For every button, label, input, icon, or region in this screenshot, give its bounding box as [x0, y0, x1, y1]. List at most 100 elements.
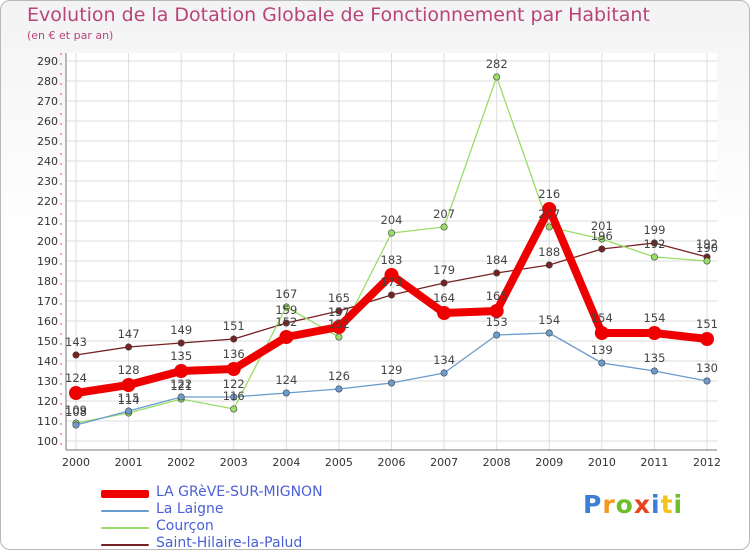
data-point — [489, 304, 504, 318]
y-tick-label: 120 — [37, 395, 58, 408]
y-tick-label: 130 — [37, 375, 58, 388]
data-label: 116 — [223, 389, 245, 403]
y-tick-label: 100 — [37, 435, 58, 448]
legend-label-courcon: Courçon — [156, 518, 214, 534]
data-point — [331, 320, 346, 334]
data-label: 124 — [65, 371, 87, 385]
data-label: 135 — [170, 349, 192, 363]
y-tick-label: 230 — [37, 175, 58, 188]
data-point — [703, 257, 711, 265]
data-point — [440, 369, 448, 377]
data-point — [437, 306, 452, 320]
data-point — [387, 379, 395, 387]
x-tick-label: 2007 — [430, 456, 458, 469]
data-label: 136 — [223, 347, 245, 361]
data-label: 199 — [643, 223, 665, 237]
y-tick-label: 110 — [37, 415, 58, 428]
data-label: 184 — [486, 253, 508, 267]
data-point — [72, 421, 80, 429]
y-tick-label: 140 — [37, 355, 58, 368]
data-label: 154 — [591, 311, 613, 325]
data-label: 153 — [486, 315, 508, 329]
x-tick-label: 2000 — [62, 456, 90, 469]
data-label: 190 — [696, 241, 718, 255]
x-tick-label: 2002 — [167, 456, 195, 469]
data-point — [545, 223, 553, 231]
data-point — [545, 261, 553, 269]
data-label: 167 — [275, 287, 297, 301]
data-label: 165 — [486, 289, 508, 303]
data-point — [647, 326, 662, 340]
data-point — [177, 339, 185, 347]
legend-label-saint-hilaire: Saint-Hilaire-la-Palud — [156, 535, 303, 550]
y-tick-label: 170 — [37, 295, 58, 308]
logo-letter: t — [660, 490, 674, 519]
y-tick-label: 240 — [37, 155, 58, 168]
x-tick-label: 2006 — [378, 456, 406, 469]
y-tick-label: 280 — [37, 75, 58, 88]
data-point — [440, 223, 448, 231]
x-tick-label: 2012 — [693, 456, 721, 469]
data-label: 164 — [433, 291, 455, 305]
logo-letter: i — [651, 490, 661, 519]
proxiti-logo: Proxiti — [583, 490, 683, 519]
data-point — [121, 378, 136, 392]
data-point — [125, 343, 133, 351]
data-label: 152 — [275, 315, 297, 329]
y-tick-label: 180 — [37, 275, 58, 288]
x-tick-label: 2001 — [115, 456, 143, 469]
data-point — [279, 330, 294, 344]
data-label: 147 — [118, 327, 140, 341]
data-label: 109 — [65, 403, 87, 417]
data-label: 204 — [381, 213, 403, 227]
data-label: 192 — [643, 237, 665, 251]
data-label: 129 — [381, 363, 403, 377]
data-point — [387, 291, 395, 299]
logo-letter: i — [673, 490, 684, 519]
data-point — [542, 202, 557, 216]
x-tick-label: 2010 — [588, 456, 616, 469]
data-point — [335, 385, 343, 393]
x-tick-label: 2005 — [325, 456, 353, 469]
y-tick-label: 220 — [37, 195, 58, 208]
data-label: 124 — [275, 373, 297, 387]
data-point — [650, 367, 658, 375]
y-tick-label: 250 — [37, 135, 58, 148]
data-label: 216 — [538, 187, 560, 201]
data-point — [335, 333, 343, 341]
series-1 — [72, 329, 711, 429]
data-label: 151 — [223, 319, 245, 333]
data-point — [650, 253, 658, 261]
data-label: 149 — [170, 323, 192, 337]
data-point — [493, 269, 501, 277]
y-tick-label: 160 — [37, 315, 58, 328]
data-label: 282 — [486, 57, 508, 71]
data-label: 151 — [696, 317, 718, 331]
logo-letter: x — [633, 490, 651, 519]
chart-title: Evolution de la Dotation Globale de Fonc… — [27, 4, 650, 26]
y-tick-label: 210 — [37, 215, 58, 228]
data-point — [226, 362, 241, 376]
y-tick-label: 270 — [37, 95, 58, 108]
data-label: 173 — [381, 275, 403, 289]
y-tick-label: 200 — [37, 235, 58, 248]
legend-swatch-la-greve — [101, 490, 149, 498]
data-point — [493, 331, 501, 339]
data-point — [440, 279, 448, 287]
y-tick-label: 150 — [37, 335, 58, 348]
data-label: 128 — [118, 363, 140, 377]
data-point — [703, 377, 711, 385]
data-label: 154 — [538, 313, 560, 327]
data-point — [230, 405, 238, 413]
data-label: 122 — [223, 377, 245, 391]
data-point — [594, 326, 609, 340]
series-3 — [72, 239, 711, 359]
data-point — [598, 235, 606, 243]
data-point — [493, 73, 501, 81]
series-0 — [69, 202, 714, 400]
data-point — [177, 393, 185, 401]
data-point — [282, 303, 290, 311]
data-label: 130 — [696, 361, 718, 375]
data-label: 207 — [433, 207, 455, 221]
